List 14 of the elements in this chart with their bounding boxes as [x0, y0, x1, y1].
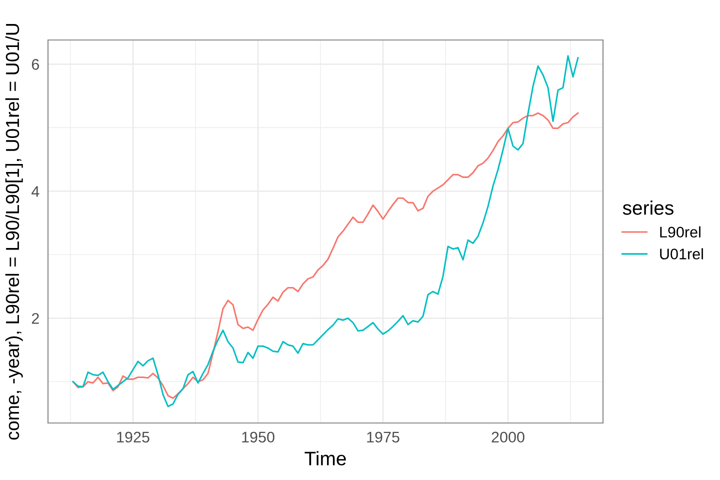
x-axis-title: Time — [304, 451, 346, 466]
y-tick-label: 4 — [32, 186, 40, 197]
x-tick-label: 2000 — [492, 432, 524, 443]
legend-label: L90rel — [660, 226, 700, 238]
y-tick-label: 6 — [32, 59, 39, 70]
line-series — [72, 55, 579, 408]
legend-label: U01rel — [660, 248, 703, 260]
x-tick-label: 1925 — [117, 432, 150, 443]
legend-title: series — [622, 200, 674, 215]
x-tick-label: 1975 — [367, 432, 400, 443]
y-tick-label: 2 — [32, 313, 39, 324]
y-axis-title: come, -year), L90rel = L90/L90[1], U01rel = U01/U — [5, 24, 23, 440]
line-series — [72, 112, 579, 399]
x-tick-label: 1950 — [242, 432, 274, 443]
